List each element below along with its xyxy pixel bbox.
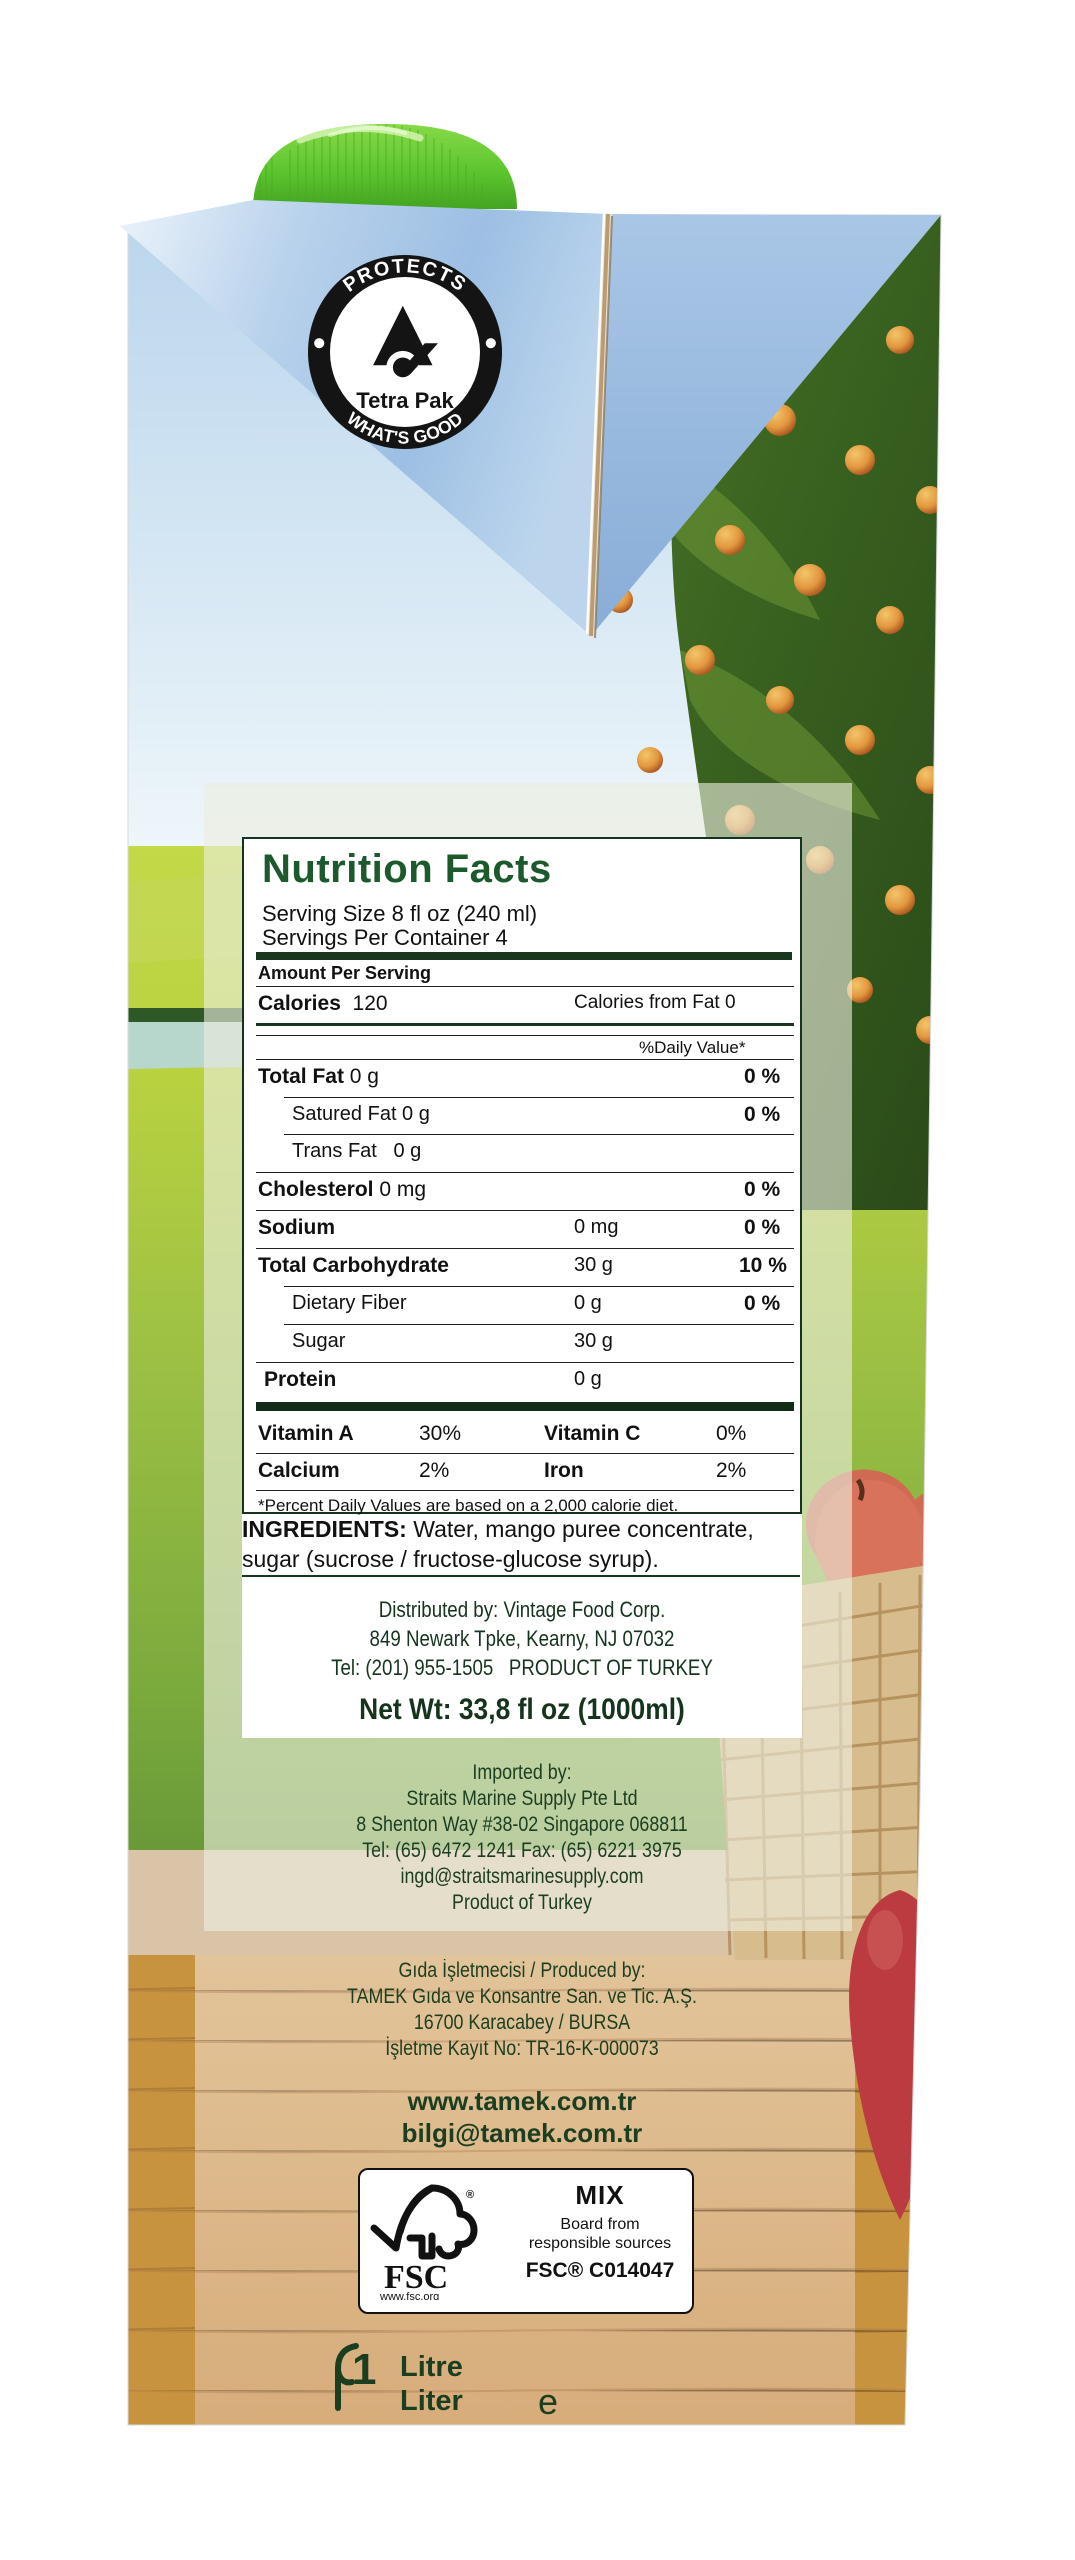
svg-text:®: ® (478, 377, 487, 391)
svg-text:Liter: Liter (400, 2385, 463, 2417)
svg-text:www.fsc.org: www.fsc.org (379, 2291, 439, 2300)
svg-text:1: 1 (352, 2345, 376, 2394)
svg-text:Litre: Litre (400, 2351, 463, 2383)
svg-text:®: ® (466, 2189, 474, 2201)
svg-text:Tetra Pak: Tetra Pak (356, 388, 454, 413)
svg-text:e: e (538, 2381, 558, 2422)
